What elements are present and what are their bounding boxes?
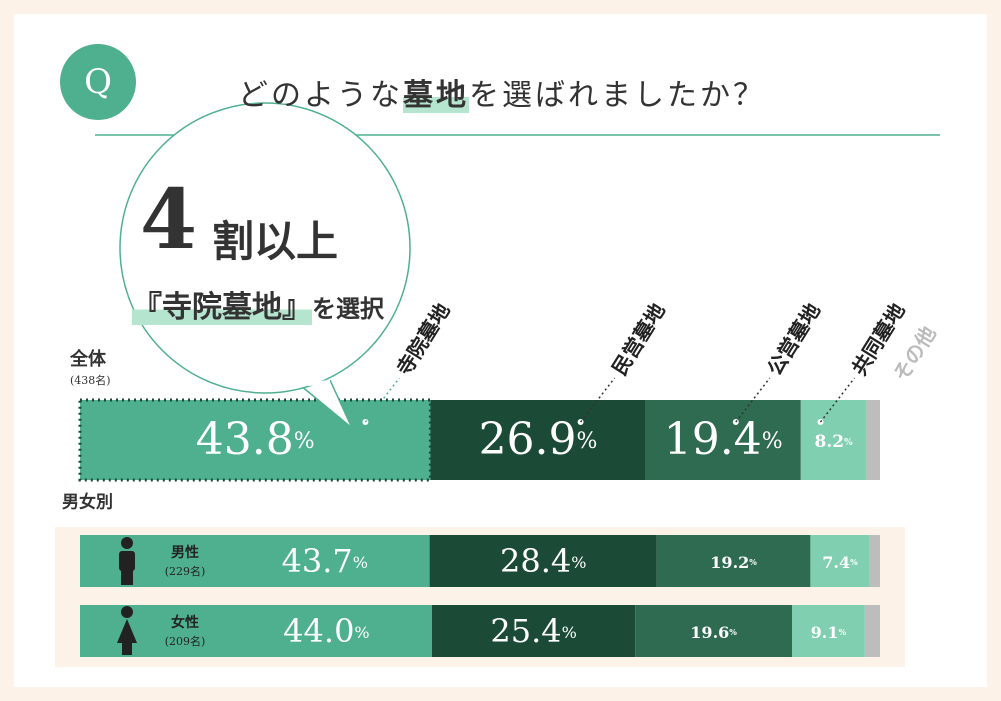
value-number: 43.8 [196, 414, 294, 465]
bar-segment [80, 605, 432, 657]
category-label: 全体 [69, 348, 107, 370]
bar-segment [866, 400, 880, 480]
value-number: 19.6 [690, 623, 729, 642]
q-mark: Q [84, 62, 112, 102]
value-label: 44.0% [283, 612, 369, 650]
bar-segment [645, 400, 801, 480]
value-unit: % [839, 627, 847, 637]
callout-tail-text: を選択 [312, 294, 384, 323]
bar-segment [869, 535, 880, 587]
value-number: 43.7 [281, 542, 352, 580]
value-unit: % [749, 557, 757, 567]
value-label: 43.8% [196, 414, 315, 465]
person-icon [121, 537, 133, 549]
bar-segment [432, 605, 636, 657]
group-label: 男女別 [62, 492, 113, 513]
value-unit: % [577, 429, 598, 454]
category-label: 女性 [171, 614, 199, 631]
bar-segment [864, 605, 880, 657]
callout-number: 4 [140, 172, 198, 268]
value-number: 9.1 [811, 623, 839, 642]
value-number: 19.2 [710, 553, 749, 572]
person-icon [121, 569, 133, 585]
value-number: 8.2 [815, 432, 845, 452]
value-number: 19.4 [664, 414, 762, 465]
callout-tail [299, 379, 353, 429]
person-icon [121, 606, 133, 618]
value-unit: % [294, 429, 315, 454]
category-label: 男性 [171, 544, 199, 561]
value-label: 7.4% [822, 553, 858, 572]
callout-highlight: 『寺院墓地』 [132, 290, 312, 325]
value-label: 19.4% [664, 414, 783, 465]
category-count: (438名) [70, 373, 111, 387]
value-unit: % [571, 553, 586, 572]
value-unit: % [844, 438, 853, 448]
person-icon [117, 619, 137, 643]
q-badge [60, 44, 136, 120]
callout-text: 割以上 [212, 217, 339, 266]
bar-segment [80, 535, 430, 587]
callout-join [307, 380, 331, 386]
value-unit: % [354, 623, 369, 642]
value-label: 25.4% [490, 612, 576, 650]
value-label: 19.2% [710, 553, 757, 572]
bar-segment [429, 535, 657, 587]
leader-line [364, 377, 400, 423]
value-number: 26.9 [479, 414, 577, 465]
value-label: 8.2% [815, 432, 854, 452]
value-label: 43.7% [281, 542, 367, 580]
value-unit: % [729, 627, 737, 637]
value-label: 19.6% [690, 623, 737, 642]
value-unit: % [353, 553, 368, 572]
person-icon [122, 643, 132, 655]
person-icon [119, 551, 135, 571]
leader-line [735, 377, 771, 423]
bar-segment [800, 400, 867, 480]
title-highlight: 墓地 [403, 78, 469, 113]
value-unit: % [762, 429, 783, 454]
title: どのような墓地を選ばれましたか？ [238, 70, 766, 114]
value-unit: % [850, 557, 858, 567]
value-label: 28.4% [500, 542, 586, 580]
bar-segment [430, 400, 646, 480]
category-count: (229名) [165, 564, 206, 578]
highlight-frame [78, 398, 432, 482]
callout-line: 『寺院墓地』を選択 [132, 282, 384, 326]
title-part: を選ばれましたか？ [469, 78, 766, 113]
value-unit: % [562, 623, 577, 642]
title-part: どのような [238, 78, 403, 113]
value-number: 25.4 [490, 612, 561, 650]
bar-segment [656, 535, 811, 587]
bar-segment [635, 605, 792, 657]
leader-line [580, 377, 616, 423]
category-count: (209名) [165, 634, 206, 648]
bar-segment [792, 605, 865, 657]
bar-segment [810, 535, 870, 587]
value-label: 26.9% [479, 414, 598, 465]
value-number: 7.4 [822, 553, 850, 572]
leader-line [819, 377, 856, 423]
value-label: 9.1% [811, 623, 847, 642]
value-number: 28.4 [500, 542, 571, 580]
value-number: 44.0 [283, 612, 354, 650]
